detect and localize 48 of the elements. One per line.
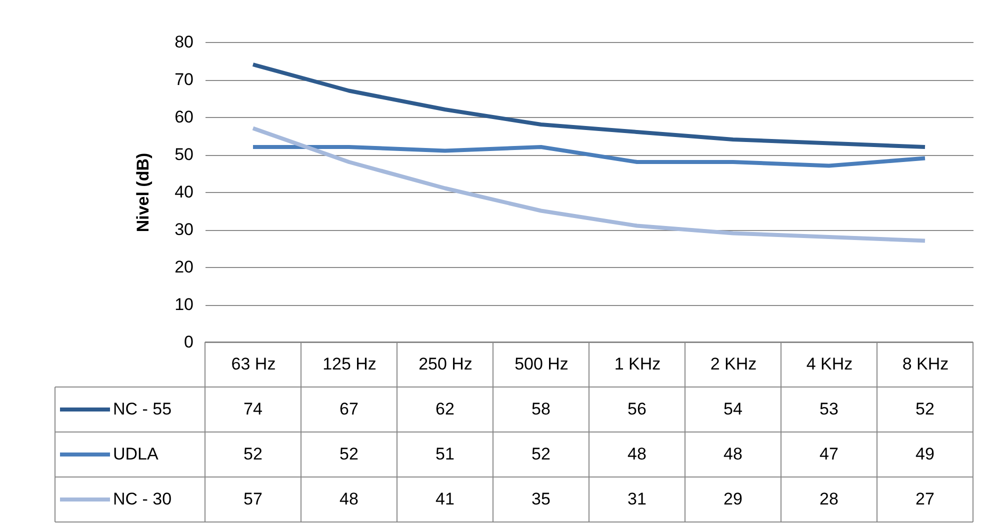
x-tick-label: 250 Hz [418,354,472,374]
data-label: 41 [436,490,454,508]
x-tick-label: 500 Hz [514,354,568,374]
data-label: 31 [628,490,646,508]
data-label: 52 [532,444,550,464]
data-label: 52 [916,400,934,418]
y-tick-label: 10 [174,295,194,314]
y-axis-title: Nivel (dB) [134,152,153,232]
line-series [251,145,927,168]
data-label: 62 [436,400,454,418]
y-tick-label: 0 [184,332,194,352]
line-series [251,126,927,243]
y-tick-label: 50 [174,145,194,164]
legend-label: NC - 30 [113,490,172,508]
data-label: 67 [340,400,358,418]
legend-label: UDLA [113,444,160,464]
data-label: 28 [820,490,838,508]
x-tick-label: 4 KHz [806,354,853,374]
legend-label: NC - 55 [113,400,172,418]
y-tick-label: 80 [174,32,194,52]
x-tick-label: 63 Hz [231,354,276,374]
x-tick-label: 2 KHz [710,354,757,374]
y-tick-label: 70 [174,70,194,89]
data-label: 48 [340,490,358,508]
data-label: 53 [820,400,838,418]
x-tick-label: 1 KHz [614,354,661,374]
y-tick-label: 60 [174,108,194,126]
data-label: 56 [628,400,646,418]
data-label: 51 [436,444,454,464]
data-label: 52 [244,444,262,464]
data-label: 52 [340,444,358,464]
data-label: 49 [916,444,934,464]
data-label: 47 [820,444,838,464]
y-tick-label: 20 [174,258,194,276]
data-label: 58 [532,400,550,418]
data-label: 48 [724,444,742,464]
data-label: 48 [628,444,646,464]
data-label: 57 [244,490,262,508]
data-label: 29 [724,490,742,508]
y-tick-label: 30 [174,220,194,239]
x-tick-label: 125 Hz [322,354,376,374]
data-label: 27 [916,490,934,508]
data-label: 35 [532,490,550,508]
line-series [251,62,927,149]
x-tick-label: 8 KHz [902,354,949,374]
data-label: 74 [244,400,262,418]
y-tick-label: 40 [174,182,194,202]
data-label: 54 [724,400,742,418]
